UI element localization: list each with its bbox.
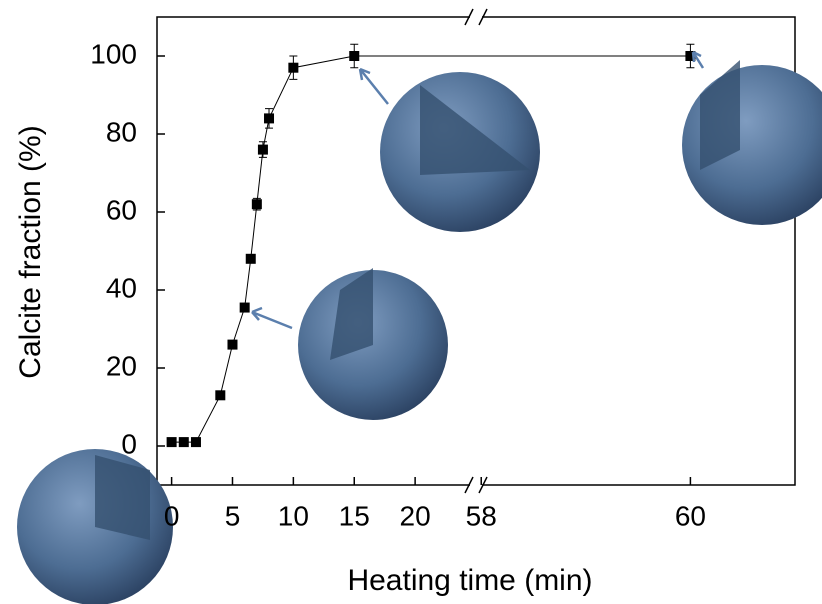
sphere-image [380, 72, 540, 232]
y-tick-label: 80 [106, 116, 137, 147]
y-tick-label: 40 [106, 272, 137, 303]
axis-break [464, 8, 488, 494]
data-point [264, 113, 275, 124]
data-point [288, 62, 299, 73]
arrow [251, 50, 705, 330]
plot-area [157, 43, 696, 485]
x-tick-label: 5 [225, 500, 241, 531]
x-tick-label: 10 [278, 500, 309, 531]
data-point [349, 51, 360, 61]
data-point [215, 390, 226, 401]
data-point [685, 51, 696, 61]
y-tick-label: 20 [106, 350, 137, 381]
x-tick-label: 0 [164, 500, 180, 531]
data-point [166, 437, 177, 448]
y-tick-label: 100 [90, 38, 137, 69]
sample-renderings [17, 50, 822, 604]
sphere-image [298, 268, 448, 420]
data-point [257, 144, 268, 155]
y-axis-title: Calcite fraction (%) [14, 125, 47, 378]
x-tick-label: 20 [400, 500, 431, 531]
x-tick-label: 60 [675, 500, 706, 531]
axes [156, 8, 796, 494]
data-point [245, 253, 256, 264]
data-point [239, 302, 250, 313]
x-tick-label: 15 [339, 500, 370, 531]
data-point [178, 437, 189, 448]
x-tick-label: 58 [466, 500, 497, 531]
x-axis-title: Heating time (min) [347, 564, 592, 597]
break-gap [470, 10, 482, 24]
break-gap [470, 478, 482, 492]
data-point [227, 339, 238, 350]
y-tick-label: 60 [106, 194, 137, 225]
y-tick-label: 0 [121, 428, 137, 459]
data-point [251, 199, 262, 210]
sphere-image [682, 60, 822, 225]
sphere-image [17, 449, 173, 604]
data-point [190, 437, 201, 448]
